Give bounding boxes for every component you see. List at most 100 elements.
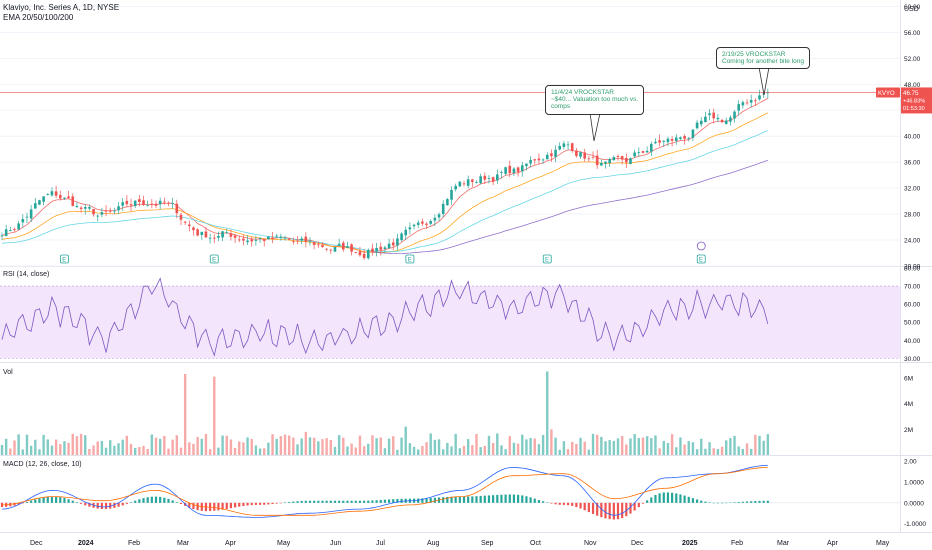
macd-histogram-bar (188, 502, 191, 508)
macd-histogram-bar (0, 502, 4, 507)
candle-body (583, 152, 587, 159)
candle-body (283, 237, 287, 239)
candle-body (208, 237, 212, 239)
candle-body (113, 210, 116, 212)
macd-histogram-bar (421, 498, 424, 503)
candle-body (687, 137, 691, 139)
macd-histogram-bar (17, 502, 20, 505)
macd-histogram-bar (729, 502, 732, 503)
candle-body (171, 203, 174, 204)
candle-body (225, 232, 229, 234)
volume-bar (375, 438, 378, 455)
macd-histogram-bar (150, 496, 153, 503)
volume-bar (296, 444, 299, 455)
volume-bar (762, 440, 765, 455)
macd-histogram-bar (537, 499, 541, 503)
candle-body (79, 207, 83, 209)
macd-histogram-bar (675, 493, 678, 503)
volume-bar (641, 437, 645, 455)
macd-histogram-bar (766, 500, 769, 503)
time-tick-label: 2024 (78, 540, 94, 547)
earnings-marker (209, 254, 219, 264)
candle-body (516, 167, 520, 172)
macd-histogram-bar (346, 500, 349, 503)
candle-body (296, 240, 299, 242)
candle-body (566, 144, 570, 146)
candle-body (192, 227, 195, 231)
candle-body (362, 253, 366, 259)
volume-bar (612, 440, 616, 455)
volume-bar (304, 431, 308, 455)
candle-body (525, 163, 528, 167)
candle-body (17, 223, 20, 230)
macd-histogram-bar (754, 501, 757, 503)
candle-body (462, 183, 466, 185)
volume-bar (421, 446, 424, 455)
annotation-feb-2025[interactable]: 2/19/25 VROCKSTAR Coming for another bit… (716, 47, 811, 70)
candle-body (412, 224, 416, 227)
candle-body (33, 203, 37, 209)
volume-bar (329, 439, 333, 455)
macd-histogram-bar (167, 498, 170, 503)
macd-histogram-bar (637, 502, 640, 508)
time-tick-label: May (876, 540, 890, 547)
macd-histogram-bar (720, 502, 724, 504)
volume-bar (150, 434, 154, 455)
candle-body (437, 214, 441, 218)
volume-bar (595, 434, 599, 455)
macd-histogram-bar (279, 502, 282, 504)
macd-tick-label: 0.0000 (904, 500, 924, 507)
earnings-marker-label: E (212, 258, 216, 264)
candle-body (433, 217, 437, 221)
time-tick-label: Jun (330, 540, 341, 547)
volume-bar (675, 447, 678, 455)
volume-bar (392, 436, 395, 455)
macd-histogram-bar (192, 502, 195, 510)
macd-histogram-bar (762, 500, 765, 503)
candle-body (570, 143, 574, 151)
rsi-line (1, 277, 769, 357)
volume-bar (479, 447, 482, 455)
time-tick-label: Oct (530, 540, 541, 547)
volume-bar (371, 435, 374, 455)
volume-bar (129, 443, 133, 455)
macd-histogram-bar (745, 501, 749, 503)
volume-bar (125, 435, 129, 455)
candle-body (720, 119, 724, 123)
volume-bar (687, 441, 690, 455)
time-tick-label: Apr (827, 540, 839, 547)
macd-histogram-bar (691, 498, 695, 503)
volume-bar (546, 371, 549, 455)
volume-bar (133, 447, 137, 455)
candle-body (50, 191, 54, 196)
macd-histogram-bar (271, 502, 274, 505)
annotation-nov-2024[interactable]: 11/4/24 VROCKSTAR ~$40... Valuation too … (545, 85, 645, 115)
macd-histogram-bar (283, 502, 287, 504)
macd-histogram-bar (479, 495, 482, 503)
macd-pane-label: MACD (12, 26, close, 10) (3, 461, 82, 468)
volume-bar (541, 434, 545, 455)
candle-body (175, 203, 179, 214)
volume-tick-label: 6M (904, 375, 913, 382)
macd-histogram-bar (84, 502, 87, 506)
volume-bar (645, 436, 649, 455)
macd-histogram-bar (600, 502, 603, 518)
price-tick-label: 40.00 (904, 134, 921, 141)
volume-bar (558, 449, 561, 455)
volume-bar (650, 438, 653, 455)
volume-bar (84, 435, 87, 455)
volume-bar (34, 439, 37, 455)
candle-body (158, 200, 162, 205)
volume-bar (521, 434, 524, 455)
candle-body (258, 238, 262, 239)
volume-bar (654, 435, 657, 455)
macd-histogram-bar (500, 494, 503, 503)
volume-bar (425, 442, 428, 455)
volume-bar (508, 436, 511, 455)
volume-bar (192, 443, 195, 455)
macd-histogram-bar (504, 494, 507, 503)
candle-body (641, 151, 645, 153)
candle-body (366, 250, 370, 259)
candle-body (125, 200, 129, 205)
